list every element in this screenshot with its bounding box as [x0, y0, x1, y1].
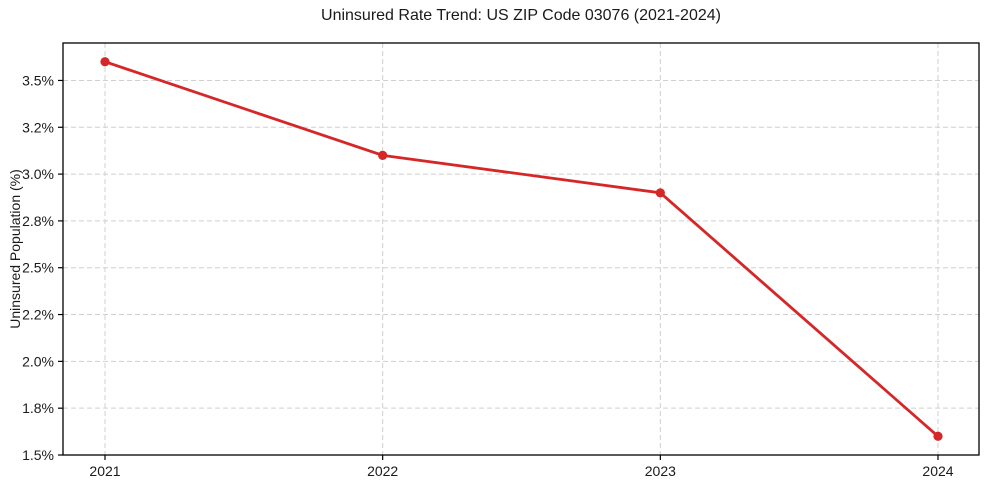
data-point [655, 188, 665, 198]
plot-frame [62, 42, 980, 456]
y-tick-label: 1.5% [22, 447, 54, 463]
y-tick-label: 1.8% [22, 400, 54, 416]
x-tick-label: 2024 [922, 463, 953, 479]
data-point [378, 150, 388, 160]
y-tick-label: 3.0% [22, 166, 54, 182]
y-tick-label: 3.5% [22, 72, 54, 88]
x-tick-label: 2023 [645, 463, 676, 479]
x-tick-label: 2021 [89, 463, 120, 479]
y-tick-label: 2.5% [22, 260, 54, 276]
y-tick-label: 3.2% [22, 119, 54, 135]
trend-line [104, 60, 939, 438]
y-tick-label: 2.2% [22, 307, 54, 323]
chart-title: Uninsured Rate Trend: US ZIP Code 03076 … [321, 7, 721, 24]
x-tick-label: 2022 [367, 463, 398, 479]
data-point [933, 431, 943, 441]
data-point [100, 57, 110, 67]
y-tick-label: 2.8% [22, 213, 54, 229]
y-tick-label: 2.0% [22, 353, 54, 369]
